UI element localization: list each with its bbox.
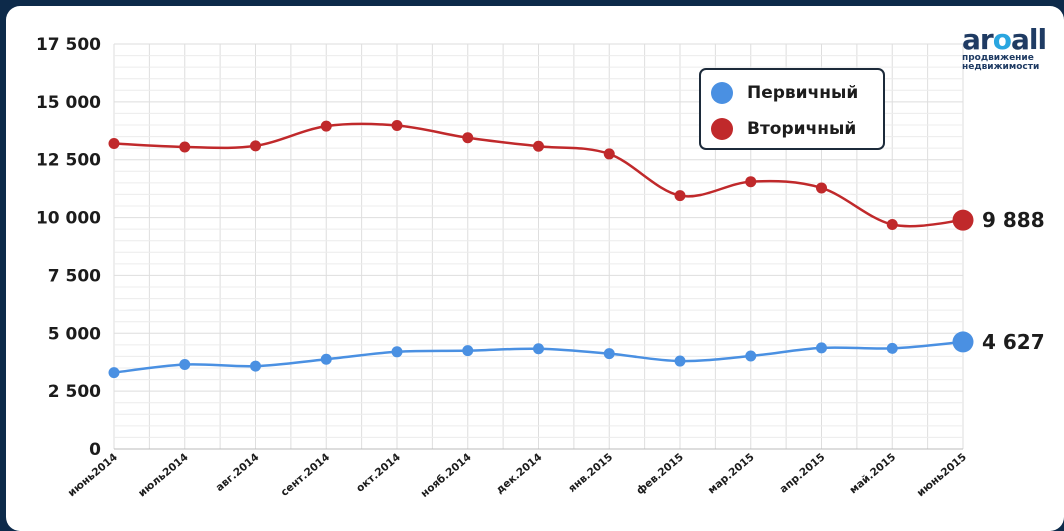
x-tick-label: июль2014 [136,451,191,499]
legend-item-primary: Первичный [711,82,858,104]
y-tick-label: 15 000 [36,93,101,113]
logo-tagline-2: недвижимости [962,62,1040,72]
legend-label-secondary: Вторичный [747,119,857,139]
data-point [816,342,827,354]
data-point [250,140,261,152]
data-point [391,346,403,358]
y-tick-label: 17 500 [36,35,101,55]
chart-panel: 0 2 500 5 000 7 500 10 000 12 500 15 000 17 500… [6,6,1064,531]
data-point [179,141,191,153]
logo-wordmark: aroall [962,26,1047,56]
data-point [886,342,898,354]
data-point [886,219,898,231]
y-tick-label: 12 500 [36,151,101,171]
y-tick-label: 5 000 [48,324,101,344]
data-point [179,359,191,371]
x-tick-label: янв.2015 [566,451,615,495]
x-tick-label: авг.2014 [214,451,262,494]
data-point [250,360,261,372]
data-point [108,138,120,150]
x-tick-label: июнь2015 [915,451,969,499]
chart-legend: Первичный Вторичный [699,68,885,150]
legend-marker-primary [711,82,733,104]
legend-label-primary: Первичный [747,83,859,103]
data-point [320,120,332,132]
x-tick-label: окт.2014 [354,451,403,495]
x-tick-label: фев.2015 [634,451,686,497]
arealty-logo: aroall продвижение недвижимости [962,26,1064,74]
data-point [533,140,544,152]
logo-tagline-1: продвижение [962,53,1034,63]
data-point [533,343,544,355]
data-point [745,176,757,188]
data-point [952,331,974,353]
end-value-label: 4 627 [982,330,1045,354]
gridlines [113,43,964,450]
legend-item-secondary: Вторичный [711,118,856,140]
data-point [674,355,686,367]
x-tick-label: сент.2014 [279,451,333,499]
y-tick-label: 0 [89,440,101,460]
legend-marker-secondary [711,118,733,140]
end-value-label: 9 888 [982,208,1045,232]
data-point [745,350,757,362]
data-point [108,367,120,379]
data-point [816,182,827,194]
data-point [952,209,974,231]
line-chart: 0 2 500 5 000 7 500 10 000 12 500 15 000 17 500… [36,35,1045,500]
y-tick-label: 7 500 [48,266,101,286]
y-tick-label: 10 000 [36,209,101,229]
data-point [462,345,474,357]
x-tick-label: май.2015 [847,451,898,496]
data-point [462,132,474,144]
data-point [320,353,332,365]
data-point [391,119,403,131]
data-point [603,148,615,160]
x-tick-label: нояб.2014 [419,451,474,500]
x-tick-label: дек.2014 [494,451,545,496]
x-tick-label: мар.2015 [706,451,757,496]
y-tick-label: 2 500 [48,382,101,402]
data-point [674,190,686,202]
x-tick-label: апр.2015 [778,451,828,496]
data-point [603,348,615,360]
